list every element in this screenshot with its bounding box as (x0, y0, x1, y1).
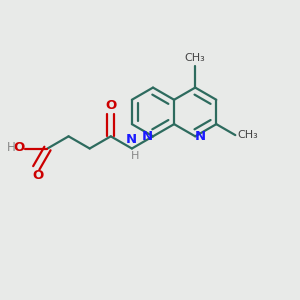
Text: O: O (14, 141, 25, 154)
Text: H: H (6, 141, 15, 154)
Text: O: O (32, 169, 44, 182)
Text: CH₃: CH₃ (185, 53, 206, 63)
Text: N: N (125, 133, 136, 146)
Text: N: N (195, 130, 206, 143)
Text: H: H (131, 152, 139, 161)
Text: CH₃: CH₃ (238, 130, 258, 140)
Text: O: O (105, 99, 116, 112)
Text: N: N (142, 130, 153, 143)
